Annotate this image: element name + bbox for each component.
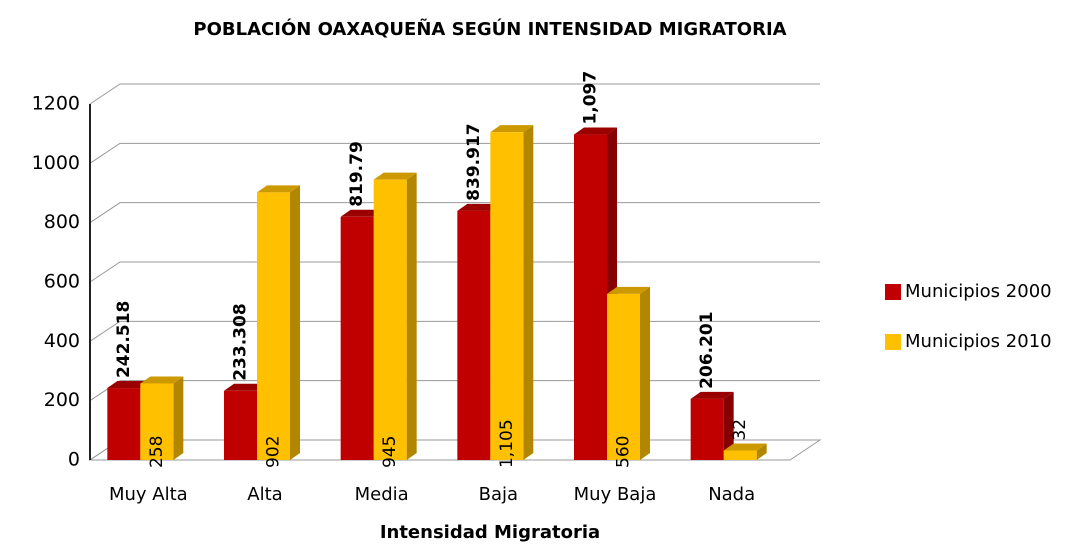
grid-line <box>89 83 820 105</box>
x-tick-label: Muy Alta <box>109 484 188 505</box>
y-tick-label: 0 <box>68 449 80 471</box>
y-tick-label: 800 <box>44 211 80 233</box>
bar <box>490 132 524 460</box>
data-label: 839.917 <box>464 123 484 200</box>
grid-line <box>89 202 820 224</box>
data-label: 206.201 <box>697 311 717 388</box>
y-tick-label: 1200 <box>32 93 80 115</box>
bar-side <box>640 286 650 460</box>
bar <box>257 192 290 460</box>
data-label: 902 <box>264 436 284 468</box>
bar-top <box>490 125 534 133</box>
bar <box>607 293 640 460</box>
data-label: 32 <box>730 419 750 441</box>
data-label: 945 <box>380 436 400 468</box>
y-tick-label: 200 <box>44 389 80 411</box>
data-label: 819.79 <box>347 141 367 207</box>
data-label: 560 <box>614 436 634 468</box>
bar-side <box>523 125 534 460</box>
legend-swatch <box>885 284 901 300</box>
x-tick-label: Nada <box>708 484 755 505</box>
bar-top <box>107 381 151 389</box>
bar-top <box>340 209 384 217</box>
y-tick-label: 600 <box>44 271 80 293</box>
chart-title: POBLACIÓN OAXAQUEÑA SEGÚN INTENSIDAD MIG… <box>193 17 786 40</box>
bar <box>373 179 407 460</box>
grid-line <box>89 142 820 164</box>
x-tick-label: Baja <box>479 484 518 505</box>
bar <box>107 388 141 460</box>
bar-side <box>723 391 734 460</box>
data-label: 1,097 <box>581 71 601 125</box>
bar-side <box>290 185 300 460</box>
bar-top <box>690 391 734 399</box>
bar <box>690 398 724 460</box>
legend-label: Municipios 2010 <box>905 331 1052 352</box>
bar-top <box>574 127 617 135</box>
bar <box>457 210 491 460</box>
bar <box>140 383 174 460</box>
x-axis-title: Intensidad Migratoria <box>380 522 600 543</box>
y-tick-label: 400 <box>44 330 80 352</box>
bar-top <box>140 376 184 384</box>
bar-top <box>723 443 767 451</box>
bar-top <box>373 172 417 180</box>
x-tick-label: Media <box>355 484 409 505</box>
bar <box>574 134 607 460</box>
bar <box>723 450 757 460</box>
bar-side <box>756 443 767 460</box>
bar-top <box>224 383 267 391</box>
bar <box>224 390 257 460</box>
y-tick-label: 1000 <box>32 152 80 174</box>
bar-top <box>257 185 300 193</box>
legend-swatch <box>885 334 901 350</box>
bar-side <box>406 172 417 460</box>
bar-side <box>173 376 184 460</box>
data-label: 1,105 <box>497 419 517 468</box>
data-label: 242.518 <box>114 301 134 378</box>
bar <box>340 216 374 460</box>
grid-line <box>89 261 820 283</box>
x-tick-label: Alta <box>247 484 282 505</box>
data-label: 233.308 <box>231 303 251 380</box>
x-tick-label: Muy Baja <box>574 484 657 505</box>
bar-top <box>457 203 501 211</box>
legend-label: Municipios 2000 <box>905 281 1052 302</box>
bar-top <box>607 286 650 294</box>
data-label: 258 <box>147 436 167 468</box>
